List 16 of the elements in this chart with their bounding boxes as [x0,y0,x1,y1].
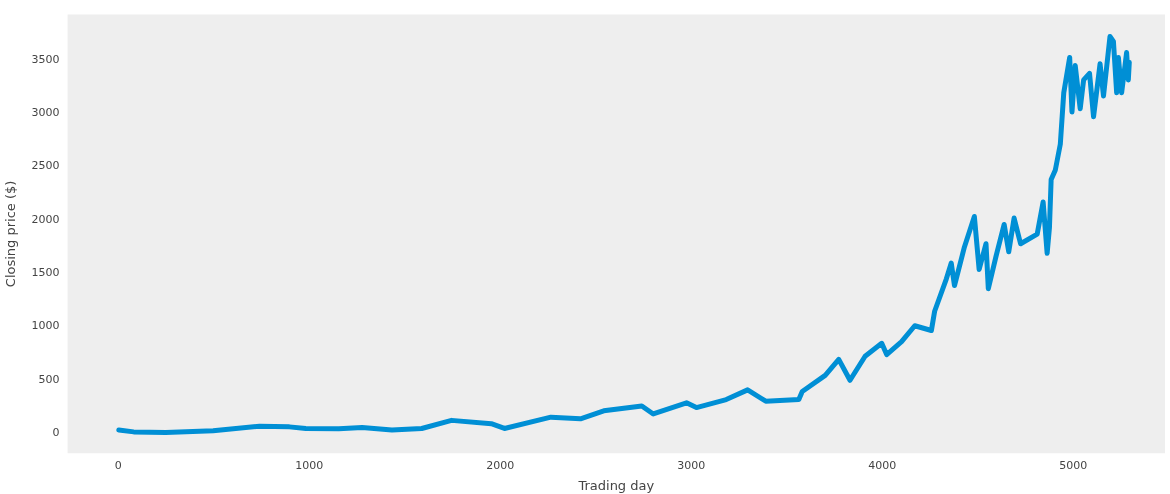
y-tick-label: 1500 [31,265,60,279]
y-tick-label: 0 [52,425,60,439]
y-tick-label: 3500 [31,52,60,66]
y-tick-label: 2500 [31,159,60,173]
x-tick-label: 3000 [677,458,706,472]
x-tick-label: 1000 [295,458,324,472]
y-axis-title: Closing price ($) [3,180,19,288]
x-tick-label: 4000 [868,458,897,472]
y-tick-label: 3000 [31,106,60,120]
x-tick-label: 5000 [1059,458,1088,472]
y-tick-label: 1000 [31,319,60,333]
x-tick-label: 0 [114,458,122,472]
y-tick-label: 500 [38,372,60,386]
y-tick-label: 2000 [31,212,60,226]
x-tick-label: 2000 [486,458,515,472]
x-axis-title: Trading day [577,477,655,493]
